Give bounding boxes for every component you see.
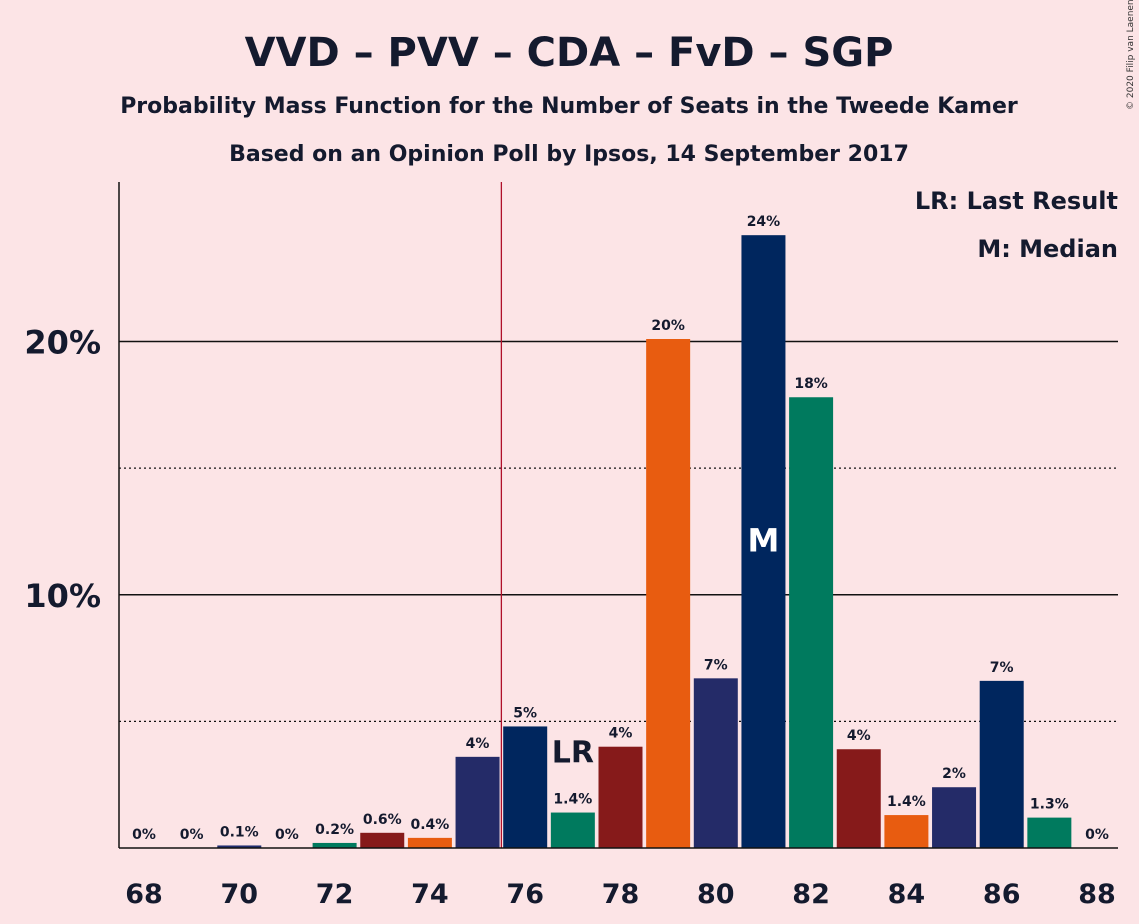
- x-tick-label: 88: [1078, 879, 1116, 910]
- x-tick-label: 84: [888, 879, 926, 910]
- chart-subtitle: Probability Mass Function for the Number…: [120, 94, 1018, 119]
- data-label-68: 0%: [132, 827, 156, 843]
- x-tick-label: 72: [316, 879, 354, 910]
- bar-75: [455, 756, 500, 848]
- chart-title: VVD – PVV – CDA – FvD – SGP: [245, 30, 894, 76]
- data-label-86: 7%: [990, 660, 1014, 676]
- median-marker: M: [748, 522, 780, 560]
- bar-73: [360, 832, 405, 848]
- y-tick-label: 20%: [24, 324, 101, 362]
- data-label-87: 1.3%: [1030, 797, 1069, 813]
- x-tick-label: 78: [602, 879, 640, 910]
- legend-last-result: LR: Last Result: [915, 187, 1118, 215]
- gridlines: [119, 340, 1118, 722]
- data-label-83: 4%: [847, 728, 871, 744]
- bar-83: [836, 749, 881, 848]
- data-label-73: 0.6%: [363, 812, 402, 828]
- legend-median: M: Median: [977, 235, 1118, 263]
- data-label-88: 0%: [1085, 827, 1109, 843]
- data-label-79: 20%: [651, 318, 685, 334]
- data-label-74: 0.4%: [410, 817, 449, 833]
- data-label-75: 4%: [466, 736, 490, 752]
- last-result-marker: LR: [552, 736, 594, 771]
- bar-80: [693, 678, 738, 848]
- data-label-82: 18%: [794, 376, 828, 392]
- data-label-76: 5%: [513, 705, 537, 721]
- data-label-78: 4%: [609, 726, 633, 742]
- data-label-77: 1.4%: [553, 792, 592, 808]
- data-labels: 0% 0% 0.1% 0% 0.2% 0.6% 0.4% 4% 5% 1.4% 4% 20% 7% 24%…: [132, 214, 1109, 843]
- bar-84: [884, 815, 929, 848]
- x-tick-label: 80: [697, 879, 735, 910]
- data-label-70: 0.1%: [220, 824, 259, 840]
- bar-78: [598, 746, 643, 848]
- data-label-80: 7%: [704, 657, 728, 673]
- copyright-note: © 2020 Filip van Laenen: [1126, 0, 1136, 110]
- axes: 10% 20% 68 70 72 74 76 78 80 82 84 86 88: [24, 182, 1118, 910]
- x-tick-label: 74: [411, 879, 449, 910]
- x-tick-label: 76: [506, 879, 544, 910]
- x-tick-label: 82: [792, 879, 830, 910]
- data-label-84: 1.4%: [887, 794, 926, 810]
- bar-74: [407, 837, 452, 848]
- bar-72: [312, 842, 357, 848]
- bar-79: [646, 339, 691, 848]
- bar-81: [741, 235, 786, 848]
- markers: LR M: [500, 182, 780, 848]
- bar-70: [217, 845, 262, 848]
- bar-85: [932, 787, 977, 848]
- data-label-71: 0%: [275, 827, 299, 843]
- bar-77: [550, 812, 595, 848]
- x-tick-label: 70: [221, 879, 259, 910]
- bar-76: [503, 726, 548, 848]
- x-tick-label: 68: [125, 879, 163, 910]
- bar-82: [789, 397, 834, 848]
- chart-subtitle-source: Based on an Opinion Poll by Ipsos, 14 Se…: [229, 142, 909, 167]
- data-label-81: 24%: [747, 214, 781, 230]
- data-label-72: 0.2%: [315, 822, 354, 838]
- x-tick-label: 86: [983, 879, 1021, 910]
- bar-87: [1027, 817, 1072, 848]
- y-tick-label: 10%: [24, 577, 101, 615]
- data-label-85: 2%: [942, 766, 966, 782]
- data-label-69: 0%: [180, 827, 204, 843]
- bar-86: [979, 680, 1024, 848]
- bars: [217, 235, 1072, 848]
